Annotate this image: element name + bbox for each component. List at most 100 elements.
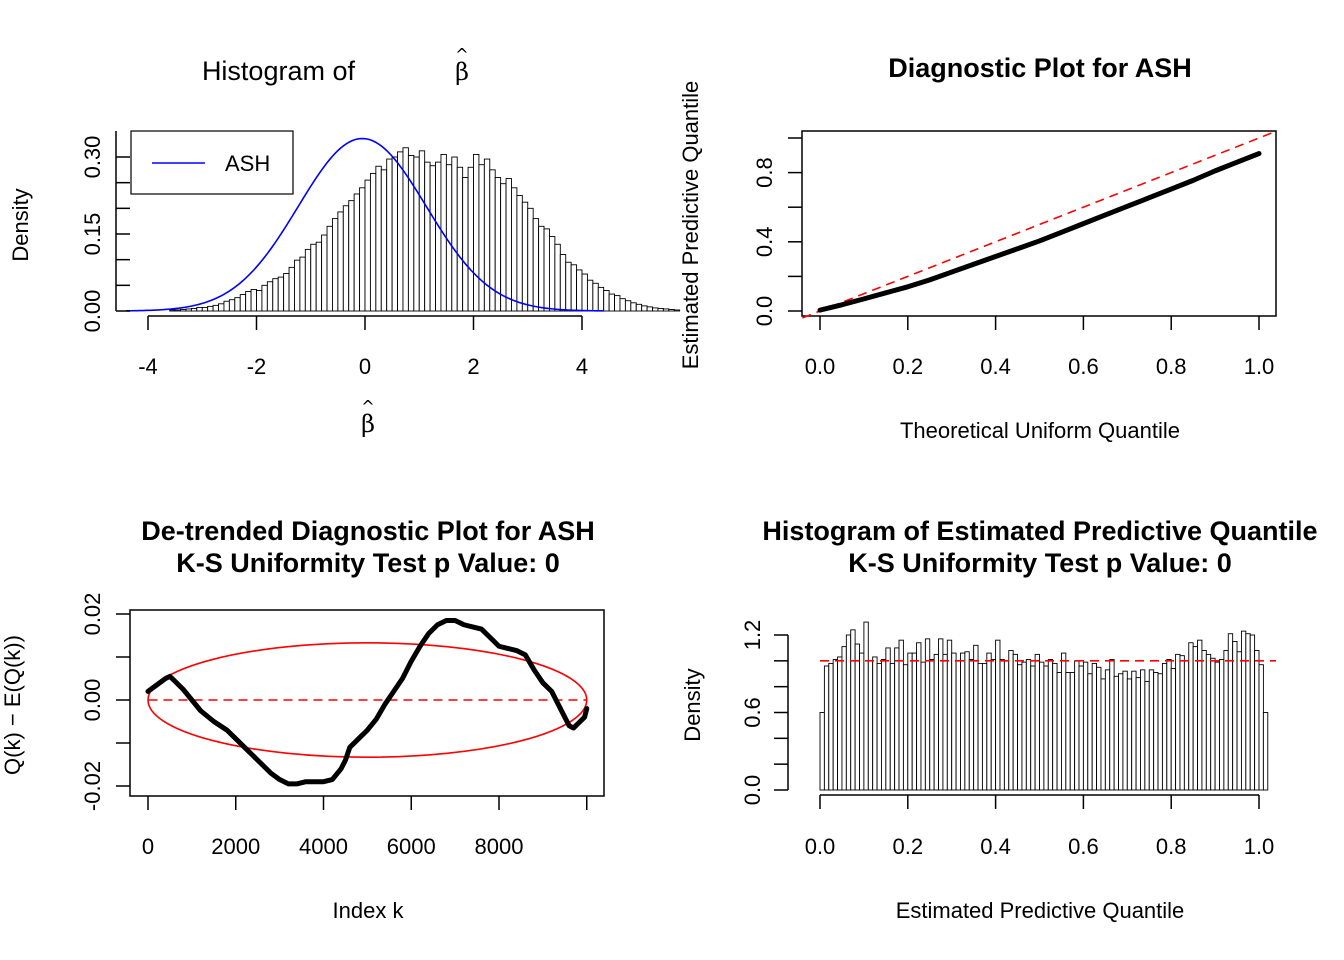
p4-bar [1153,672,1159,791]
p1-bar [511,187,518,312]
p3-plot-box [129,609,605,797]
p1-bar [196,306,203,312]
p4-bar [1003,660,1010,791]
p1-bar [283,273,290,312]
p1-ylabel: Density [8,188,33,261]
p1-bar [386,158,393,312]
p1-bar [619,298,626,312]
p1-bar [538,225,545,312]
p1-x-tick-label: 2 [467,354,479,379]
p4-bar [1096,666,1102,791]
p2-y-ticks: 0.0 0.4 0.8 [752,137,802,327]
p4-bar [1157,673,1163,791]
p4-bar [902,664,909,791]
p4-bar [1122,670,1128,791]
p4-bar [999,659,1005,791]
p3-title-line2: K-S Uniformity Test p Value: 0 [176,548,560,578]
p1-bar [353,193,361,312]
p4-bar [1258,664,1264,791]
p4-bar [872,656,878,791]
p4-bar [1144,681,1150,791]
p4-bar [1161,662,1168,791]
p1-bar [483,158,491,312]
p1-bar [614,295,621,312]
p4-bars [819,621,1269,791]
p1-x-tick-label: -4 [138,354,158,379]
p1-bar [429,165,436,312]
p3-x-tick-label: 8000 [475,834,524,859]
p1-bar [527,207,534,312]
p4-bar [863,621,869,791]
p1-bar [565,261,572,312]
p1-bar [435,161,442,312]
p2-x-tick-label: 0.6 [1068,354,1099,379]
p4-bar [1201,650,1207,791]
panel-histogram-quantile: Histogram of Estimated Predictive Quanti… [680,516,1318,923]
p4-y-tick-label: 0.6 [740,697,765,728]
p2-ylabel: Estimated Predictive Quantile [678,81,703,370]
p1-bar [662,308,670,312]
p4-bar [1170,668,1177,791]
p4-title-line1: Histogram of Estimated Predictive Quanti… [762,516,1317,546]
p1-bar [315,241,323,312]
p1-bar [380,169,388,312]
p1-bar [326,225,333,312]
p1-bar [467,166,474,312]
p4-bar [1210,657,1216,791]
p4-bar [1039,661,1045,791]
p1-bar [532,218,540,312]
p4-bar [1205,653,1212,791]
p4-bar [1100,678,1106,791]
p2-xlabel: Theoretical Uniform Quantile [900,418,1180,443]
p4-bar [850,629,856,791]
p4-bar [1175,653,1181,791]
p1-bar [413,156,420,312]
p4-title-line2: K-S Uniformity Test p Value: 0 [848,548,1232,578]
p3-x-tick-label: 0 [142,834,154,859]
p1-bar [375,165,382,312]
p4-bar [1126,678,1133,791]
p4-bar [1034,653,1040,791]
panel-detrended: De-trended Diagnostic Plot for ASH K-S U… [0,516,605,923]
p4-x-ticks: 0.0 0.2 0.4 0.6 0.8 1.0 [805,795,1275,859]
p4-bar [929,659,935,791]
p1-bar [673,309,681,312]
p4-bar [1214,661,1220,791]
p2-data [802,130,1277,319]
p4-bar [1087,673,1093,791]
p4-bar [1069,672,1076,791]
p4-bar [964,651,970,791]
p3-x-ticks: 0 2000 4000 6000 8000 [142,796,588,859]
p1-bar [657,307,664,312]
p4-bar [1249,634,1256,791]
p1-bar [332,218,339,312]
p1-bar [478,164,485,312]
p4-bar [942,653,948,791]
p2-y-tick-label: 0.4 [752,227,777,258]
p4-x-tick-label: 0.2 [893,834,924,859]
p1-bar [505,178,512,312]
p4-bar [898,639,904,791]
p2-y-tick-label: 0.8 [752,157,777,188]
p4-bar [1236,651,1242,791]
p1-x-tick-label: -2 [247,354,267,379]
p4-bar [828,662,834,791]
p2-y-tick-label: 0.0 [752,296,777,327]
p1-bar [348,200,355,312]
p4-bar [1078,665,1084,791]
p4-bar [1179,655,1185,791]
p1-bar [174,309,182,312]
p4-bar [1104,669,1111,791]
p4-x-tick-label: 1.0 [1244,834,1275,859]
p1-bar [201,306,209,312]
p1-title-prefix: Histogram of [202,56,356,86]
p4-bar [907,652,913,791]
p4-bar [1030,665,1036,791]
p1-bar [190,307,198,312]
p3-ylabel: Q(k) − E(Q(k)) [0,635,25,775]
p4-bar [832,659,839,791]
p4-x-tick-label: 0.4 [980,834,1011,859]
p1-bar [456,166,464,312]
p4-bar [951,652,957,791]
p1-bar [581,273,588,312]
